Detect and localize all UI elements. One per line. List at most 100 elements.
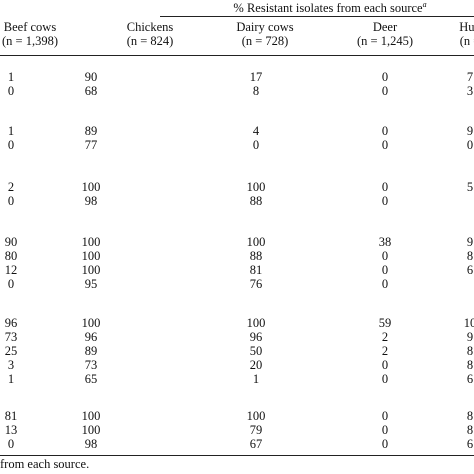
table-cell: 100 [81, 409, 101, 423]
table-cell: 1 [7, 124, 15, 138]
table-cell: 90 [84, 70, 98, 84]
table-cell: 1 [7, 70, 15, 84]
table-cell: 38 [378, 235, 392, 249]
table-cell: 95 [84, 277, 98, 291]
table-cell: 0 [381, 194, 389, 208]
table-cell: 0 [466, 138, 474, 152]
column-n: (n = 1,398) [2, 34, 58, 48]
column-n: (n = 1,245) [357, 34, 413, 48]
table-cell: 67 [249, 437, 263, 451]
table-cell: 96 [4, 316, 18, 330]
table-cell: 0 [381, 180, 389, 194]
table-cell: 100 [246, 180, 266, 194]
table-cell: 17 [249, 70, 263, 84]
table-cell: 76 [249, 277, 263, 291]
table-cell: 0 [381, 263, 389, 277]
table-cell: 9 [466, 330, 474, 344]
table-cell: 10 [463, 316, 474, 330]
table-cell: 88 [249, 194, 263, 208]
table-cell: 50 [249, 344, 263, 358]
table-cell: 7 [466, 70, 474, 84]
table-bottom-rule [0, 455, 474, 456]
table-cell: 0 [7, 138, 15, 152]
table-cell: 0 [381, 124, 389, 138]
table-cell: 65 [84, 372, 98, 386]
column-header: Deer [372, 20, 398, 34]
table-cell: 9 [466, 235, 474, 249]
header-rule [160, 16, 474, 17]
table-cell: 8 [252, 84, 260, 98]
table-cell: 0 [381, 409, 389, 423]
table-cell: 59 [378, 316, 392, 330]
table-cell: 12 [4, 263, 18, 277]
table-cell: 0 [381, 358, 389, 372]
table-cell: 4 [252, 124, 260, 138]
column-n: (n = 824) [126, 34, 174, 48]
table-cell: 0 [7, 84, 15, 98]
table-cell: 2 [7, 180, 15, 194]
table-cell: 90 [4, 235, 18, 249]
table-cell: 73 [4, 330, 18, 344]
table-cell: 6 [466, 263, 474, 277]
table-cell: 25 [4, 344, 18, 358]
table-cell: 100 [81, 235, 101, 249]
table-cell: 0 [7, 277, 15, 291]
table-cell: 88 [249, 249, 263, 263]
table-cell: 79 [249, 423, 263, 437]
table-cell: 1 [252, 372, 260, 386]
table-cell: 0 [381, 277, 389, 291]
table-cell: 98 [84, 437, 98, 451]
table-cell: 80 [4, 249, 18, 263]
table-cell: 0 [381, 138, 389, 152]
column-header: Beef cows [3, 20, 57, 34]
column-n: (n = 728) [241, 34, 289, 48]
table-cell: 0 [381, 372, 389, 386]
table-cell: 89 [84, 124, 98, 138]
table-cell: 20 [249, 358, 263, 372]
table-cell: 100 [81, 180, 101, 194]
table-cell: 96 [84, 330, 98, 344]
table-cell: 77 [84, 138, 98, 152]
table-cell: 100 [81, 316, 101, 330]
table-cell: 100 [81, 263, 101, 277]
table-cell: 8 [466, 358, 474, 372]
table-cell: 1 [7, 372, 15, 386]
table-cell: 98 [84, 194, 98, 208]
table-title: % Resistant isolates from each sourcea [233, 0, 426, 15]
column-n: (n = [459, 34, 474, 48]
table-cell: 100 [246, 316, 266, 330]
table-cell: 5 [466, 180, 474, 194]
table-cell: 0 [252, 138, 260, 152]
table-cell: 3 [7, 358, 15, 372]
table-cell: 81 [249, 263, 263, 277]
table-cell: 8 [466, 249, 474, 263]
table-cell: 0 [7, 437, 15, 451]
table-cell: 0 [381, 84, 389, 98]
table-cell: 100 [246, 235, 266, 249]
table-cell: 89 [84, 344, 98, 358]
table-cell: 8 [466, 409, 474, 423]
table-cell: 13 [4, 423, 18, 437]
table-cell: 0 [381, 249, 389, 263]
table-cell: 6 [466, 372, 474, 386]
table-cell: 8 [466, 423, 474, 437]
table-cell: 8 [466, 344, 474, 358]
column-header: Hun [459, 20, 474, 34]
table-cell: 0 [381, 437, 389, 451]
table-cell: 100 [81, 423, 101, 437]
header-bottom-rule [0, 55, 474, 56]
column-header: Chickens [126, 20, 174, 34]
column-header: Dairy cows [236, 20, 294, 34]
table-cell: 73 [84, 358, 98, 372]
table-cell: 100 [246, 409, 266, 423]
table-cell: 0 [7, 194, 15, 208]
table-cell: 2 [381, 344, 389, 358]
table-cell: 3 [466, 84, 474, 98]
table-cell: 81 [4, 409, 18, 423]
table-cell: 9 [466, 124, 474, 138]
table-cell: 100 [81, 249, 101, 263]
table-cell: 2 [381, 330, 389, 344]
footnote: from each source. [0, 457, 90, 471]
table-cell: 68 [84, 84, 98, 98]
